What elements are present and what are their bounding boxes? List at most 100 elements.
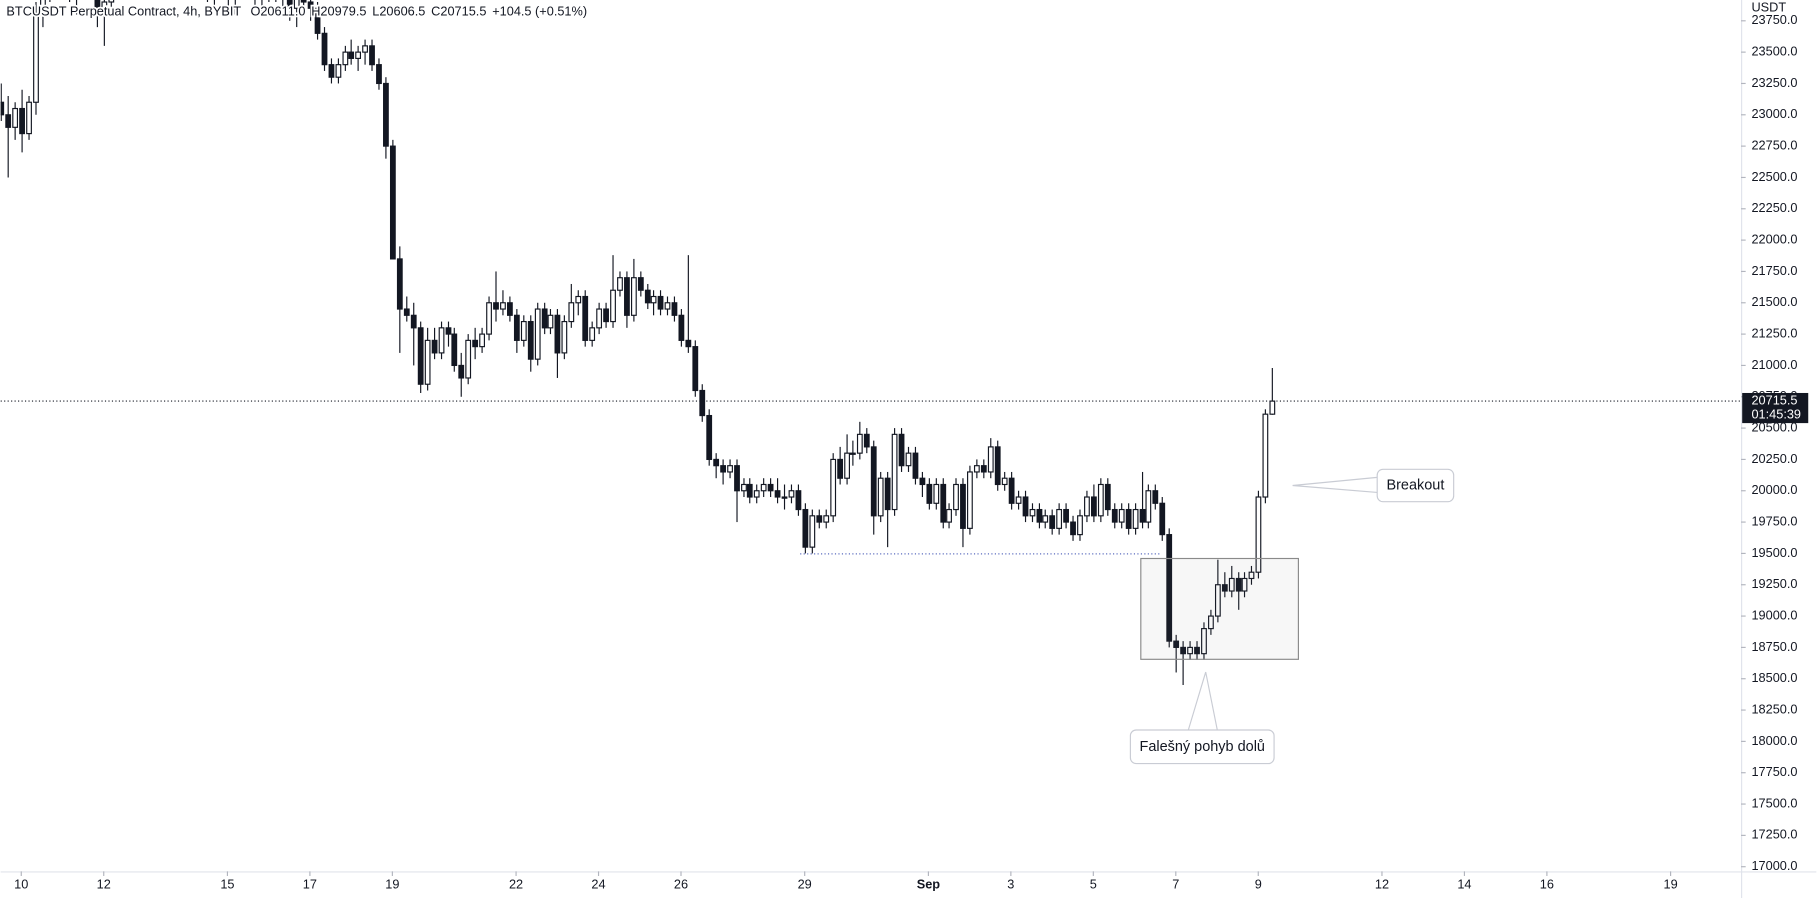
candle-body — [753, 490, 760, 498]
candle-body — [383, 82, 389, 147]
candle-body — [1221, 584, 1228, 592]
candle-body — [589, 327, 596, 341]
y-tick-label: 18000.0 — [1751, 733, 1797, 748]
candle-body — [741, 483, 747, 492]
candle-body — [1228, 577, 1235, 592]
y-tick-label: 22000.0 — [1751, 231, 1797, 246]
candle-body — [534, 308, 541, 360]
candle-body — [650, 295, 657, 304]
candle-body — [40, 0, 46, 16]
candle-body — [926, 483, 933, 504]
candle-body — [561, 320, 568, 354]
candle-body — [1104, 483, 1111, 511]
candle-body — [760, 483, 767, 492]
candle-body — [987, 446, 994, 473]
callout-box — [1376, 468, 1455, 503]
candle-body — [809, 515, 816, 548]
candle-body — [314, 7, 321, 34]
candle-body — [94, 0, 101, 16]
x-tick-label: 15 — [220, 877, 234, 892]
candle-body — [335, 64, 342, 78]
candle-body — [1145, 490, 1152, 523]
last-price-label: 20715.5 — [1751, 392, 1797, 407]
y-tick-label: 21750.0 — [1751, 263, 1797, 278]
candle-body — [1063, 508, 1069, 523]
candle-body — [396, 258, 403, 310]
x-tick-label: 17 — [303, 877, 317, 892]
candle-body — [596, 308, 603, 329]
candle-body — [1248, 571, 1255, 580]
candle-body — [664, 302, 671, 310]
candle-body — [19, 107, 25, 135]
y-tick-label: 18500.0 — [1751, 670, 1797, 685]
candle-body — [699, 389, 706, 417]
legend-close: C20715.5 — [431, 4, 486, 19]
y-tick-label: 18250.0 — [1751, 701, 1797, 716]
last-price: 20715.501:45:39 — [0, 392, 1809, 424]
candle-body — [960, 483, 966, 529]
candle-body — [1194, 646, 1200, 655]
candle-body — [445, 327, 452, 335]
candle-body — [362, 45, 368, 53]
candle-body — [307, 1, 314, 9]
candle-body — [1159, 502, 1166, 536]
y-tick-label: 21250.0 — [1751, 325, 1797, 340]
candle-body — [1029, 508, 1036, 517]
candle-body — [1262, 413, 1269, 498]
y-tick-label: 23750.0 — [1751, 12, 1797, 27]
candle-body — [1269, 400, 1276, 415]
annotation: Breakout — [1386, 477, 1444, 493]
candle-body — [967, 471, 973, 529]
callout-box — [1129, 729, 1275, 765]
candle-body — [355, 51, 362, 59]
range-box — [1140, 557, 1299, 660]
candle-body — [500, 302, 506, 310]
candle-body — [685, 339, 692, 348]
y-tick-label: 22500.0 — [1751, 169, 1797, 184]
candle-body — [870, 446, 877, 517]
candle-body — [1118, 508, 1125, 523]
x-tick-label: 14 — [1457, 877, 1471, 892]
candle-body — [617, 277, 623, 291]
candle-body — [637, 277, 644, 291]
y-tick-label: 23000.0 — [1751, 106, 1797, 121]
candle-body — [898, 433, 905, 467]
y-tick-label: 21500.0 — [1751, 294, 1797, 309]
candle-body — [348, 51, 355, 59]
candle-body — [1022, 496, 1029, 517]
candle-body — [451, 333, 458, 367]
candle-body — [465, 339, 472, 379]
candle-body — [940, 483, 947, 523]
y-tick-label: 17250.0 — [1751, 827, 1797, 842]
candle-body — [575, 295, 582, 304]
candle-body — [1214, 584, 1221, 617]
legend-symbol: BTCUSDT Perpetual Contract, 4h, BYBIT — [6, 4, 241, 19]
candle-body — [980, 465, 987, 473]
candle-body — [973, 465, 980, 473]
x-tick-label: 7 — [1172, 877, 1179, 892]
candle-body — [727, 465, 733, 473]
candle-body — [678, 314, 685, 341]
candle-body — [342, 51, 349, 66]
y-tick-label: 17500.0 — [1751, 795, 1797, 810]
x-tick-label: 12 — [1375, 877, 1389, 892]
candle-body — [919, 477, 926, 486]
x-tick-label: 12 — [97, 877, 111, 892]
candle-body — [994, 446, 1001, 486]
y-tick-label: 23250.0 — [1751, 75, 1797, 90]
candle-body — [1090, 496, 1097, 517]
candle-body — [0, 101, 5, 116]
candle-body — [837, 458, 844, 479]
candle-body — [458, 364, 465, 379]
callout-pointer — [1292, 476, 1378, 494]
last-price-tag — [1742, 392, 1809, 424]
candle-body — [1056, 508, 1063, 529]
candle-body — [520, 320, 527, 341]
y-tick-label: 19000.0 — [1751, 607, 1797, 622]
y-tick-label: 17750.0 — [1751, 764, 1797, 779]
candle-body — [486, 302, 492, 335]
x-tick-label: 26 — [674, 877, 688, 892]
candle-body — [1015, 496, 1022, 504]
y-tick-label: 18750.0 — [1751, 639, 1797, 654]
